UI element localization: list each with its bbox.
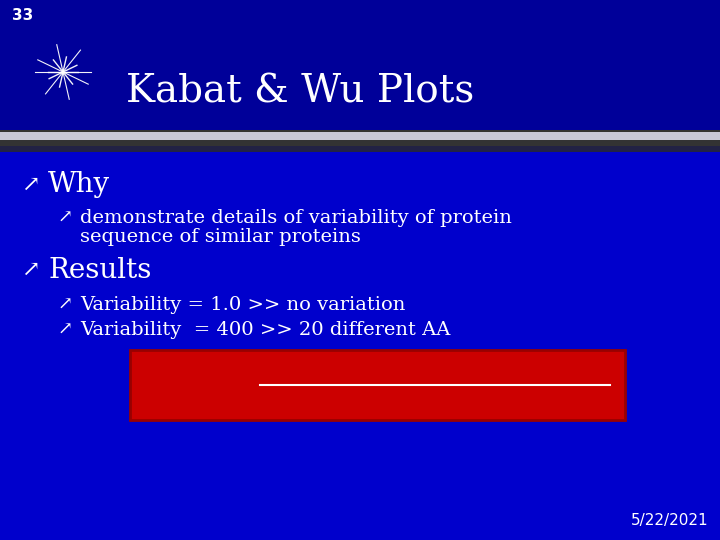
- Bar: [0, 130, 720, 148]
- Text: Why: Why: [48, 172, 110, 199]
- Text: ↗: ↗: [58, 296, 73, 314]
- Bar: [130, 350, 625, 420]
- Bar: [0, 132, 720, 140]
- Bar: [0, 0, 720, 130]
- Text: 5/22/2021: 5/22/2021: [631, 513, 708, 528]
- Text: Frequency of most common AA: Frequency of most common AA: [297, 390, 573, 408]
- Text: ↗: ↗: [22, 174, 40, 196]
- Text: Variability  = 400 >> 20 different AA: Variability = 400 >> 20 different AA: [80, 321, 451, 339]
- Text: Variability = 1.0 >> no variation: Variability = 1.0 >> no variation: [80, 296, 405, 314]
- Text: 33: 33: [12, 8, 33, 23]
- Text: ↗: ↗: [58, 209, 73, 227]
- Text: Number different amino acids: Number different amino acids: [302, 362, 568, 380]
- Text: sequence of similar proteins: sequence of similar proteins: [80, 228, 361, 246]
- Text: Kabat & Wu Plots: Kabat & Wu Plots: [126, 73, 474, 110]
- Text: demonstrate details of variability of protein: demonstrate details of variability of pr…: [80, 209, 512, 227]
- Text: ↗: ↗: [58, 321, 73, 339]
- Text: ↗: ↗: [22, 259, 40, 281]
- Bar: [0, 146, 720, 152]
- Text: Results: Results: [48, 256, 151, 284]
- Text: Variability =: Variability =: [142, 376, 262, 394]
